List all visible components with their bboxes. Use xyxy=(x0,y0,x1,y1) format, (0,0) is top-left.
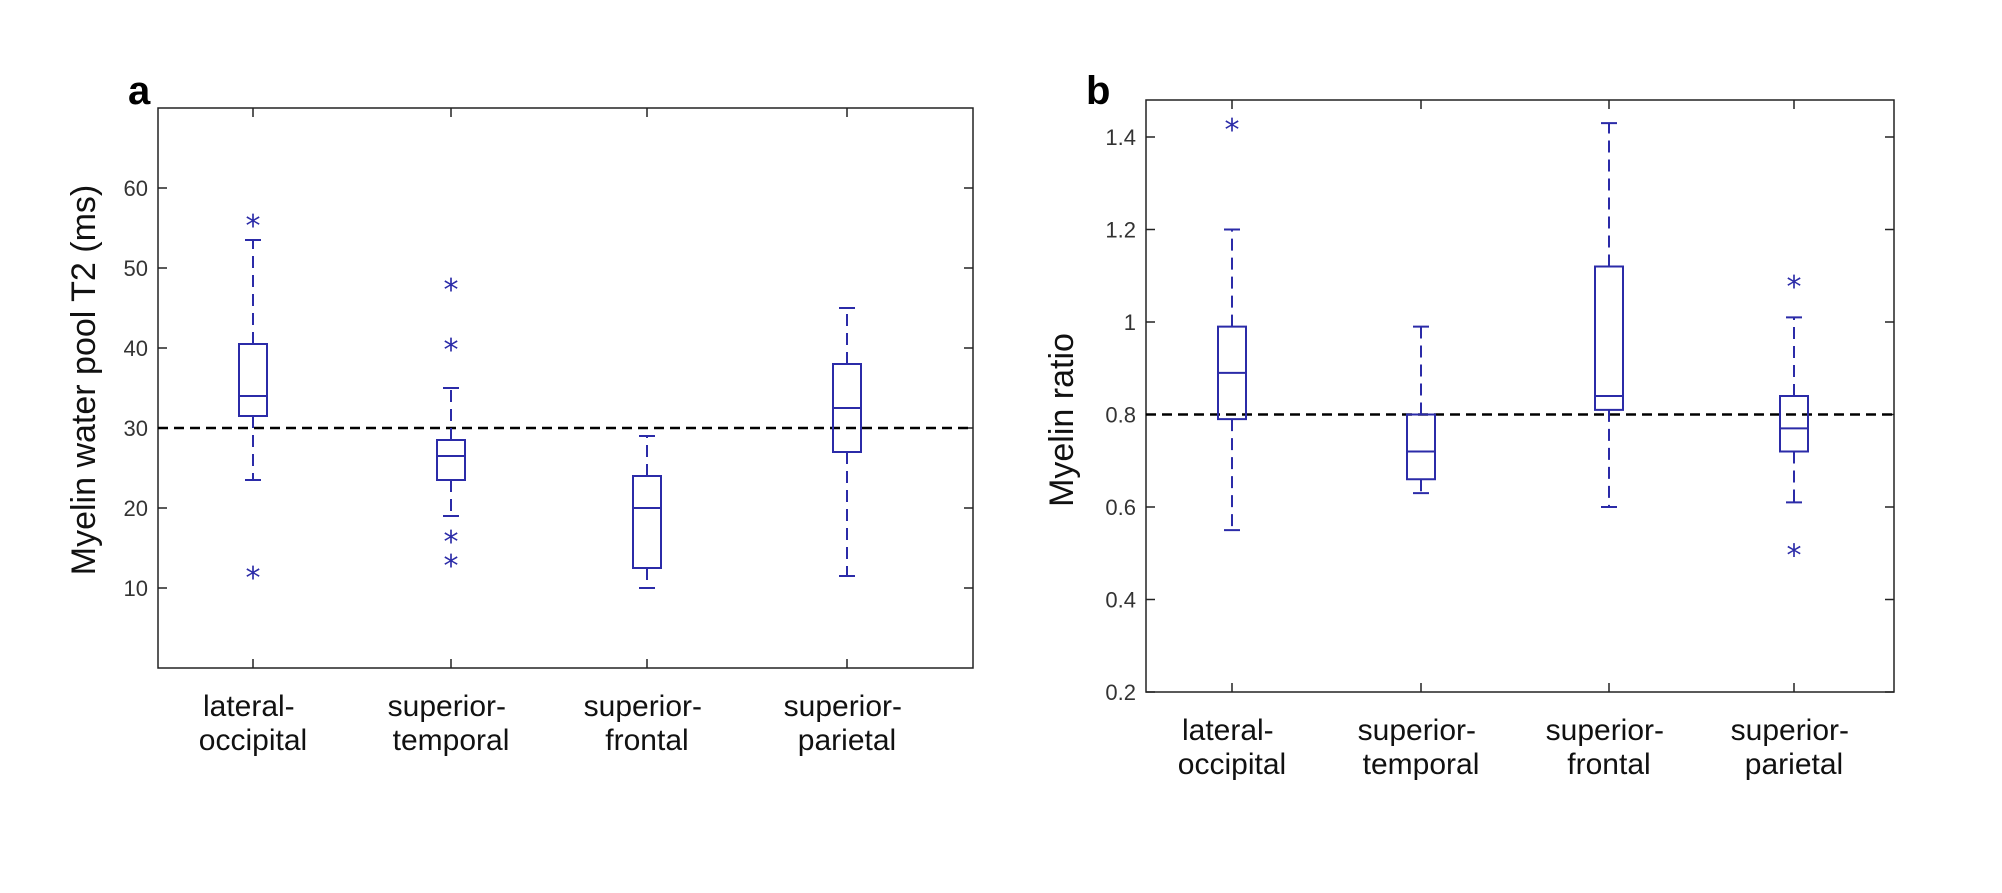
outlier-marker: * xyxy=(444,525,459,560)
box-2 xyxy=(1406,325,1436,495)
outlier-marker: * xyxy=(444,273,459,308)
outlier-marker: * xyxy=(1787,538,1802,573)
y-tick-label: 50 xyxy=(124,256,148,281)
y-tick-label: 0.6 xyxy=(1105,495,1136,520)
y-tick-label: 40 xyxy=(124,336,148,361)
iqr-box xyxy=(436,439,466,481)
cat-label-b-superior-frontal: superior- frontal xyxy=(1546,714,1673,781)
panel-b: b Myelin ratio 0.20.40.60.811.21.4 *** l… xyxy=(1043,69,1895,781)
iqr-box xyxy=(1406,413,1436,481)
cat-label-a-superior-parietal: superior- parietal xyxy=(784,690,911,757)
y-ticks-b: 0.2 0.4 0.6 0.8 1 1.2 1.4 xyxy=(1105,100,1894,705)
y-tick-label: 1 xyxy=(1124,310,1136,335)
panel-a: a Myelin water pool T2 (ms) 10 20 30 40 50 60… xyxy=(65,69,974,757)
y-tick-label: 0.4 xyxy=(1105,588,1136,613)
y-tick-label: 20 xyxy=(124,496,148,521)
plot-frame-b xyxy=(1145,99,1895,693)
y-tick-label: 10 xyxy=(124,576,148,601)
cat-label-a-superior-temporal: superior- temporal xyxy=(388,690,515,757)
box-3 xyxy=(1594,122,1624,508)
y-axis-title-b: Myelin ratio xyxy=(1043,333,1081,507)
cat-label-a-lateral-occipital: lateral- occipital xyxy=(199,690,307,757)
box-1: * xyxy=(1217,113,1247,532)
box-4 xyxy=(832,307,862,577)
cat-label-b-superior-temporal: superior- temporal xyxy=(1358,714,1485,781)
y-tick-label: 60 xyxy=(124,176,148,201)
iqr-box xyxy=(632,475,662,569)
outlier-marker: * xyxy=(1787,270,1802,305)
iqr-box xyxy=(1594,265,1624,411)
panel-letter-b: b xyxy=(1086,69,1110,113)
y-tick-label: 0.8 xyxy=(1105,403,1136,428)
y-axis-title-a: Myelin water pool T2 (ms) xyxy=(65,185,103,576)
cat-label-a-superior-frontal: superior- frontal xyxy=(584,690,711,757)
y-tick-label: 30 xyxy=(124,416,148,441)
plot-frame-a xyxy=(157,107,974,669)
outlier-marker: * xyxy=(246,561,261,596)
iqr-box xyxy=(238,343,268,417)
y-tick-label: 1.2 xyxy=(1105,218,1136,243)
category-labels-a: lateral- occipital superior- temporal su… xyxy=(199,690,911,757)
cat-label-b-superior-parietal: superior- parietal xyxy=(1731,714,1858,781)
box-2: **** xyxy=(436,273,466,584)
outlier-marker: * xyxy=(1225,113,1240,148)
y-ticks-a: 10 20 30 40 50 60 xyxy=(124,108,973,668)
panel-letter-a: a xyxy=(128,69,151,113)
boxes-b: *** xyxy=(1217,113,1809,573)
category-labels-b: lateral- occipital superior- temporal su… xyxy=(1178,714,1858,781)
box-1: ** xyxy=(238,209,268,596)
outlier-marker: * xyxy=(444,549,459,584)
outlier-marker: * xyxy=(246,209,261,244)
box-4: ** xyxy=(1779,270,1809,573)
box-3 xyxy=(632,435,662,589)
iqr-box xyxy=(1779,395,1809,453)
cat-label-b-lateral-occipital: lateral- occipital xyxy=(1178,714,1286,781)
boxes-a: ****** xyxy=(238,209,862,596)
y-tick-label: 0.2 xyxy=(1105,680,1136,705)
y-tick-label: 1.4 xyxy=(1105,125,1136,150)
outlier-marker: * xyxy=(444,333,459,368)
